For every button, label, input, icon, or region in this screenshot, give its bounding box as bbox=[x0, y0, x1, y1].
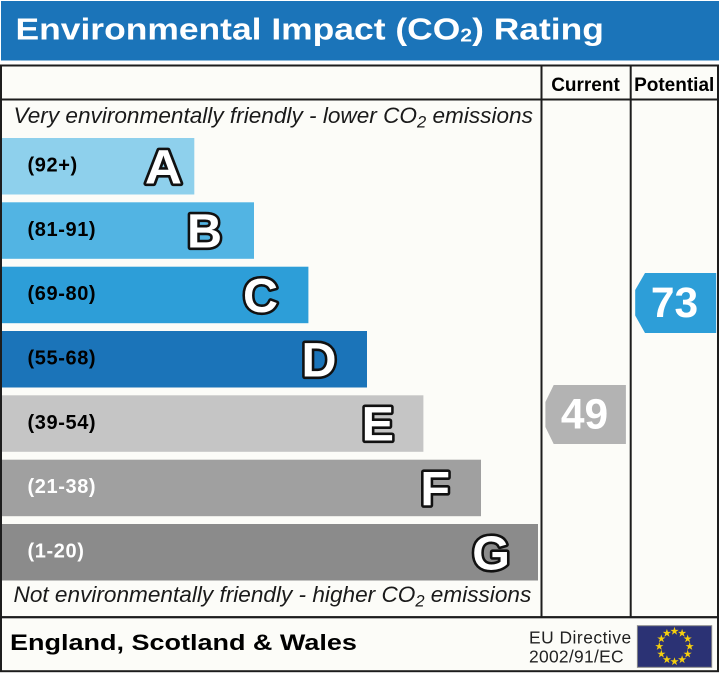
svg-text:E: E bbox=[362, 398, 394, 452]
svg-text:Potential: Potential bbox=[634, 75, 714, 96]
svg-text:(69-80): (69-80) bbox=[28, 283, 97, 305]
svg-text:(21-38): (21-38) bbox=[28, 476, 97, 498]
svg-text:Environmental Impact (CO2) Rat: Environmental Impact (CO2) Rating bbox=[16, 13, 604, 47]
svg-text:Not environmentally friendly -: Not environmentally friendly - higher CO… bbox=[14, 582, 532, 611]
svg-text:2002/91/EC: 2002/91/EC bbox=[529, 647, 624, 667]
svg-text:A: A bbox=[145, 140, 182, 194]
svg-text:D: D bbox=[301, 333, 336, 387]
svg-text:(92+): (92+) bbox=[28, 155, 78, 177]
svg-text:Current: Current bbox=[551, 75, 620, 96]
svg-text:F: F bbox=[420, 462, 450, 516]
svg-text:(81-91): (81-91) bbox=[28, 219, 97, 241]
svg-text:England, Scotland & Wales: England, Scotland & Wales bbox=[10, 631, 357, 655]
svg-text:Very environmentally friendly: Very environmentally friendly - lower CO… bbox=[14, 103, 533, 132]
svg-text:C: C bbox=[243, 269, 278, 323]
svg-text:B: B bbox=[187, 205, 222, 259]
svg-text:G: G bbox=[472, 526, 510, 580]
svg-text:73: 73 bbox=[651, 280, 698, 327]
svg-text:EU Directive: EU Directive bbox=[529, 628, 632, 648]
svg-text:(1-20): (1-20) bbox=[28, 541, 85, 563]
svg-text:(55-68): (55-68) bbox=[28, 348, 97, 370]
svg-text:49: 49 bbox=[561, 392, 608, 439]
svg-text:(39-54): (39-54) bbox=[28, 412, 97, 434]
